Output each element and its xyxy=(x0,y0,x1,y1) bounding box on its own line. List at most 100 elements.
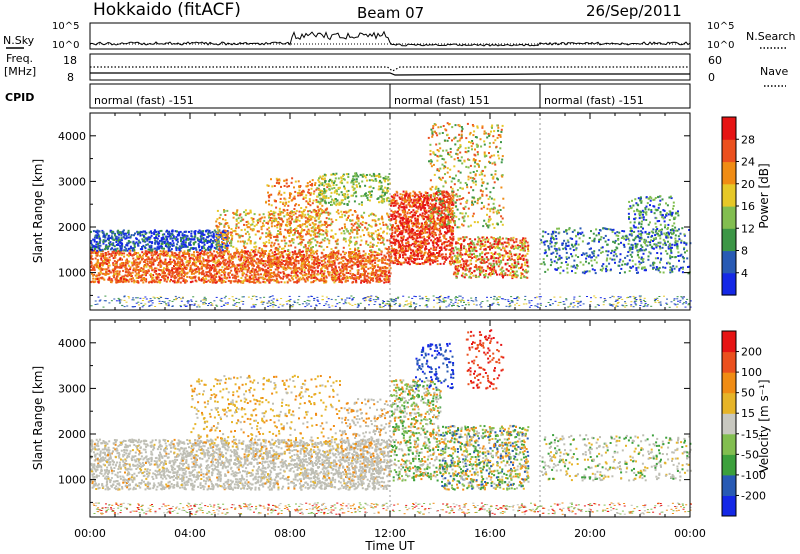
power-cell xyxy=(388,178,391,181)
power-cell xyxy=(438,253,440,255)
power-cell xyxy=(223,245,225,248)
power-cell xyxy=(165,280,168,283)
power-cell xyxy=(129,268,132,271)
power-cell xyxy=(277,262,280,265)
power-cell xyxy=(386,188,389,191)
power-cell xyxy=(217,244,220,247)
power-cell xyxy=(426,203,429,206)
power-cell xyxy=(164,254,167,257)
power-cell xyxy=(318,264,321,267)
power-cell xyxy=(274,268,277,271)
power-cell xyxy=(203,252,206,255)
power-cell xyxy=(252,258,255,261)
power-cell xyxy=(119,258,122,261)
power-cell xyxy=(312,192,315,195)
power-cell xyxy=(354,249,357,252)
power-cell xyxy=(356,217,359,220)
power-cell xyxy=(395,215,398,218)
power-cell xyxy=(114,266,117,268)
power-cell xyxy=(336,242,339,245)
power-cell xyxy=(383,258,386,261)
power-cell xyxy=(297,204,300,207)
power-cell xyxy=(371,245,374,248)
power-cell xyxy=(162,275,165,277)
power-cell xyxy=(216,209,219,212)
power-cell xyxy=(155,267,158,270)
power-cell xyxy=(246,278,249,281)
power-cell xyxy=(213,281,216,284)
power-cell xyxy=(116,270,119,273)
power-cell xyxy=(334,280,337,283)
power-cell xyxy=(97,233,100,236)
power-cell xyxy=(364,193,366,196)
power-cell xyxy=(303,266,306,269)
power-cell xyxy=(294,180,297,183)
power-cell xyxy=(356,216,359,219)
power-cell xyxy=(377,264,379,267)
power-cell xyxy=(127,271,130,274)
power-cell xyxy=(349,253,352,256)
power-cell xyxy=(390,236,393,239)
power-cell xyxy=(443,247,446,249)
power-cell xyxy=(373,256,376,259)
power-cell xyxy=(93,236,96,239)
power-cell xyxy=(143,246,146,248)
power-cell xyxy=(388,271,390,274)
power-cell xyxy=(299,241,302,244)
power-cell xyxy=(446,227,449,230)
power-cell xyxy=(120,243,123,246)
power-cell xyxy=(119,247,122,250)
power-cell xyxy=(282,256,285,259)
power-cell xyxy=(391,235,394,238)
power-cell xyxy=(305,254,308,257)
power-cell xyxy=(194,264,197,267)
power-cell xyxy=(270,193,273,196)
power-cell xyxy=(251,268,253,271)
power-cell xyxy=(236,248,239,251)
power-cell xyxy=(289,256,292,259)
power-cell xyxy=(93,238,96,241)
power-cell xyxy=(312,256,315,259)
power-cell xyxy=(351,179,354,182)
power-cell xyxy=(102,231,105,234)
power-cell xyxy=(389,253,392,255)
power-cell xyxy=(364,176,367,179)
power-cell xyxy=(208,229,211,232)
power-cell xyxy=(205,253,208,256)
power-cell xyxy=(314,219,317,222)
power-cell xyxy=(128,274,131,277)
freq-unit-label: [MHz] xyxy=(4,65,36,78)
power-cell xyxy=(386,239,389,242)
power-cell xyxy=(285,201,288,204)
power-cell xyxy=(424,215,427,218)
power-cell xyxy=(269,219,272,222)
power-cell xyxy=(425,221,428,224)
power-cell xyxy=(95,245,98,248)
power-cell xyxy=(351,252,353,255)
power-cell xyxy=(223,252,226,255)
power-cell xyxy=(152,254,154,257)
power-cell xyxy=(305,252,308,255)
power-cell xyxy=(192,269,194,272)
power-cell xyxy=(276,179,279,182)
power-cell xyxy=(206,242,209,244)
power-cell xyxy=(383,281,386,284)
power-cell xyxy=(202,260,205,263)
power-cell xyxy=(319,202,322,205)
power-cell xyxy=(159,253,162,256)
power-cell xyxy=(260,262,263,265)
power-cell xyxy=(104,273,107,276)
power-cell xyxy=(288,229,291,232)
power-cell xyxy=(230,231,233,234)
power-cell xyxy=(363,270,366,273)
power-cell xyxy=(209,240,212,243)
power-cell xyxy=(273,271,276,274)
power-cell xyxy=(117,229,120,232)
power-cell xyxy=(163,242,166,245)
power-cell xyxy=(290,276,293,279)
power-cell xyxy=(182,237,185,240)
power-cell xyxy=(314,239,317,242)
power-cell xyxy=(350,223,353,226)
power-cell xyxy=(318,194,321,197)
power-cell xyxy=(141,254,144,257)
